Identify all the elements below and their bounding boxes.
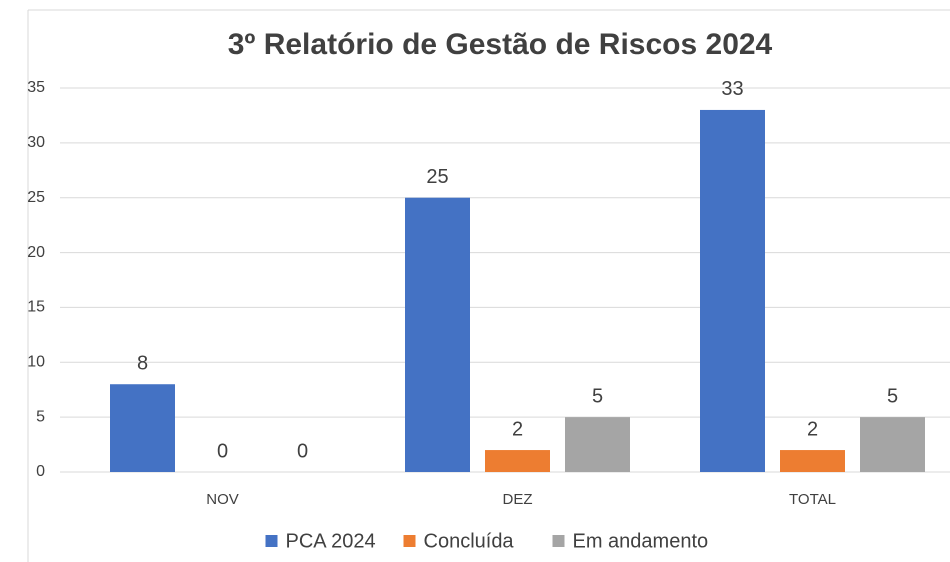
chart-title: 3º Relatório de Gestão de Riscos 2024 [228,28,773,61]
legend-label: Em andamento [573,530,709,552]
legend-swatch [265,535,278,547]
y-tick-label: 10 [27,354,45,371]
value-label: 33 [721,78,743,100]
y-tick-label: 0 [36,463,45,480]
bar [780,450,845,472]
bar [860,417,925,472]
value-label: 5 [887,385,898,407]
y-tick-label: 20 [27,244,45,261]
bar [700,109,765,472]
legend-label: PCA 2024 [286,530,376,552]
bar [405,197,470,472]
y-tick-label: 5 [36,408,45,425]
y-tick-label: 30 [27,134,45,151]
bar [110,384,175,472]
legend-swatch [552,535,565,547]
bar [565,417,630,472]
legend-label: Concluída [424,530,515,552]
value-label: 8 [137,353,148,375]
y-tick-label: 15 [27,299,45,316]
x-tick-label: NOV [206,491,239,508]
value-label: 25 [426,166,448,188]
y-tick-label: 35 [27,79,45,96]
value-label: 0 [297,440,308,462]
bar [485,450,550,472]
value-label: 2 [512,418,523,440]
value-label: 5 [592,385,603,407]
x-tick-label: TOTAL [789,491,836,508]
y-tick-label: 25 [27,189,45,206]
value-label: 0 [217,440,228,462]
legend-swatch [403,535,416,547]
x-tick-label: DEZ [503,491,533,508]
value-label: 2 [807,418,818,440]
